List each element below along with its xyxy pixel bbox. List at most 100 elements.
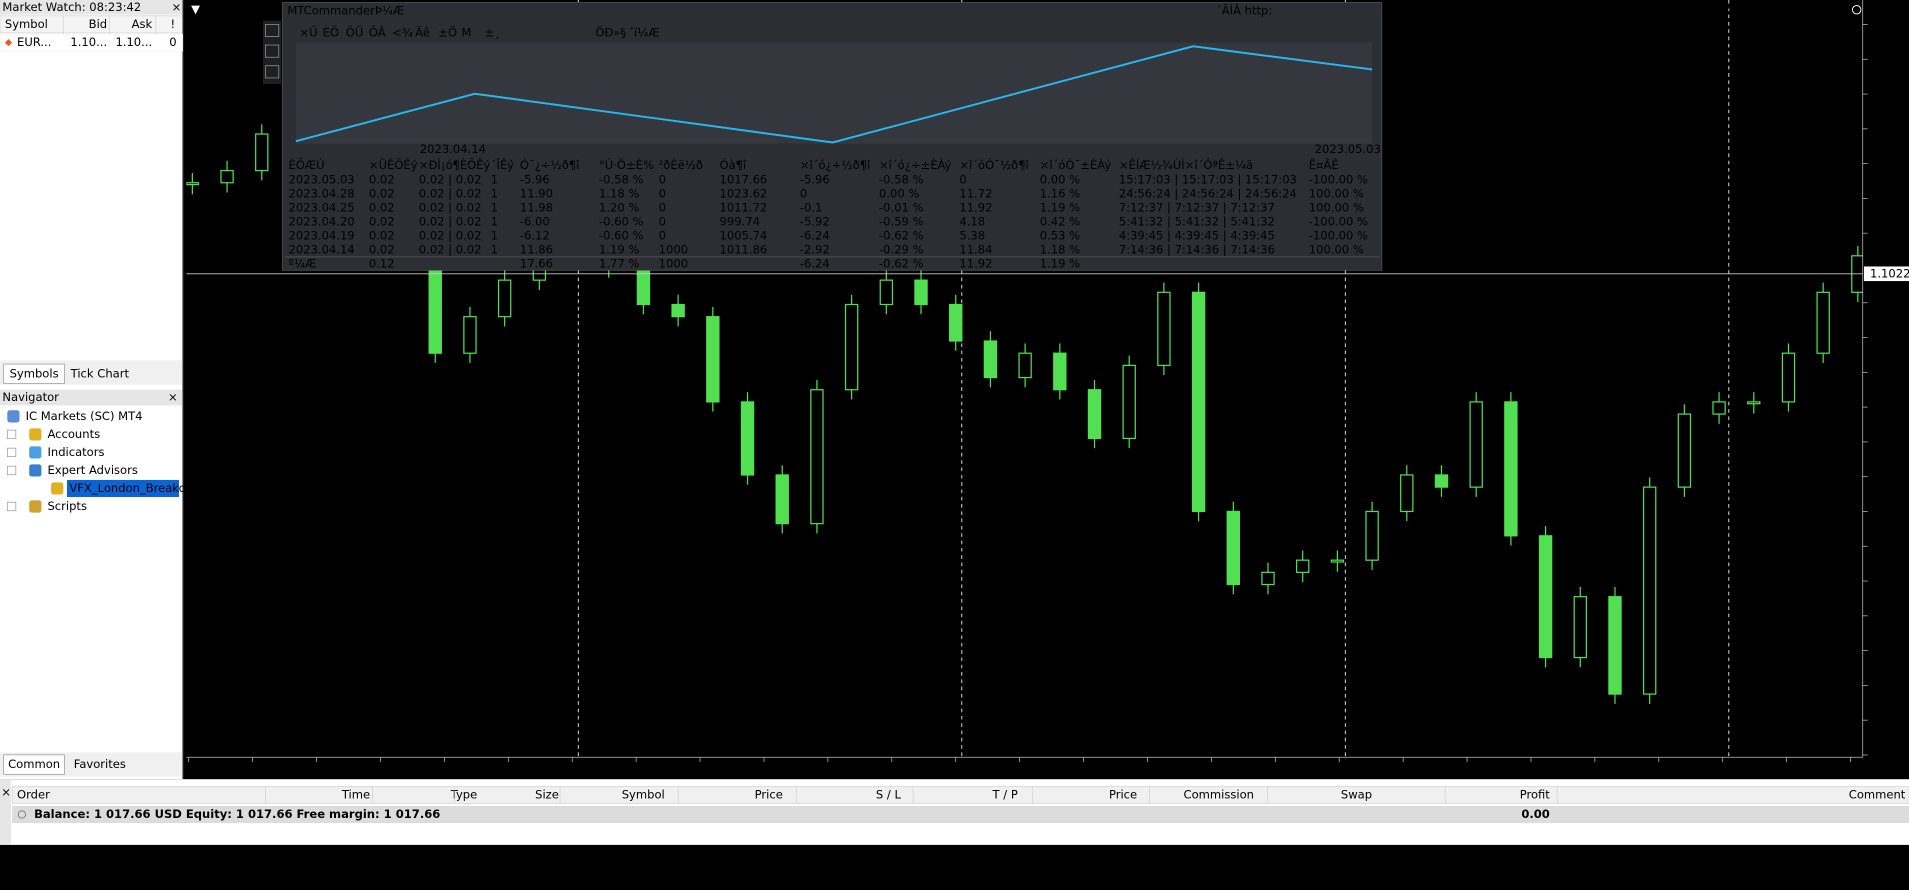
table-header: ×î´ó¿÷±ÈÀý — [879, 157, 952, 172]
time-label: 2 May 04:00 — [1403, 761, 1475, 775]
terminal-column[interactable]: Symbol — [622, 788, 665, 802]
tree-item[interactable]: Indicators — [47, 445, 104, 459]
table-cell: -0.01 % — [879, 201, 924, 215]
tree-item[interactable]: VFX_London_Breakou — [69, 481, 193, 495]
table-cell: 0.53 % — [1040, 229, 1080, 243]
terminal-column[interactable]: T / P — [992, 788, 1018, 802]
terminal-column[interactable]: Profit — [1520, 788, 1551, 802]
side-button[interactable] — [265, 44, 280, 58]
table-cell: 0.02 | 0.02 — [419, 215, 482, 229]
table-cell: 0.02 — [369, 187, 395, 201]
price-label: 1.09815 — [1870, 504, 1909, 518]
current-price-label: 1.10225 — [1870, 266, 1909, 280]
terminal-column[interactable]: S / L — [876, 788, 902, 802]
balance-text: Balance: 1 017.66 USD Equity: 1 017.66 F… — [34, 807, 440, 821]
terminal-column[interactable]: Order — [17, 788, 50, 802]
table-header: Ê¤ÂÊ — [1309, 157, 1339, 172]
table-cell: 1.77 % — [599, 257, 639, 271]
market-watch-title: Market Watch: 08:23:42 — [2, 0, 141, 14]
toolbar-button[interactable]: ´ï¼Æ — [628, 25, 659, 39]
toolbar-button[interactable]: ÖÜ — [346, 23, 364, 39]
time-label: 1 May 16:00 — [1211, 761, 1283, 775]
toolbar-button[interactable]: ÔÂ — [369, 24, 386, 39]
tree-item[interactable]: Expert Advisors — [47, 463, 137, 477]
table-cell: 100.00 % — [1309, 201, 1364, 215]
close-button[interactable]: × — [172, 0, 182, 14]
tree-item[interactable]: IC Markets (SC) MT4 — [26, 409, 143, 423]
table-cell: 1 — [491, 243, 498, 257]
tab[interactable]: Common — [8, 757, 60, 771]
terminal-column[interactable]: Time — [341, 788, 370, 802]
table-cell: 7:14:36 | 7:14:36 | 7:14:36 — [1119, 243, 1275, 257]
table-cell: 1.19 % — [599, 243, 639, 257]
symbol-row[interactable] — [0, 33, 183, 52]
close-button[interactable]: × — [1, 785, 11, 799]
tab[interactable]: Symbols — [10, 366, 59, 380]
tree-item[interactable]: Scripts — [47, 499, 87, 513]
table-cell: 11.90 — [520, 187, 553, 201]
navigator-title: Navigator — [2, 390, 59, 404]
tab[interactable]: Favorites — [74, 757, 126, 771]
table-cell: 17.66 — [520, 257, 553, 271]
time-label: 2 May 20:00 — [1659, 761, 1731, 775]
toolbar-button[interactable]: M — [461, 25, 471, 39]
candle-body — [1157, 291, 1171, 366]
expand-box[interactable] — [6, 465, 17, 476]
terminal-column[interactable]: Swap — [1341, 788, 1372, 802]
equity-plot — [295, 42, 1373, 144]
side-button[interactable] — [265, 65, 280, 79]
time-label: 3 May 08:00 — [1851, 761, 1909, 775]
table-cell: 1023.62 — [720, 187, 768, 201]
expand-box[interactable] — [6, 429, 17, 440]
tab[interactable]: Tick Chart — [70, 366, 130, 380]
terminal-column[interactable]: Commission — [1184, 788, 1254, 802]
table-cell: 0.02 — [369, 215, 395, 229]
terminal-column[interactable]: Type — [450, 788, 478, 802]
expand-box[interactable] — [6, 447, 17, 458]
table-cell: 1.18 % — [1040, 243, 1080, 257]
toolbar-button[interactable]: ±Ö — [438, 23, 457, 39]
table-cell: 2023.04.19 — [289, 229, 355, 243]
time-label: 27 Apr 2023 — [189, 761, 260, 775]
terminal-column[interactable]: Price — [755, 788, 783, 802]
expand-box[interactable] — [6, 501, 17, 512]
candle-body — [879, 279, 894, 306]
table-cell: -2.92 — [800, 243, 830, 257]
terminal-column[interactable]: Comment — [1849, 788, 1906, 802]
price-label: 1.09875 — [1870, 469, 1909, 483]
terminal-column[interactable]: Size — [535, 788, 559, 802]
time-label: 28 Apr 00:00 — [572, 761, 647, 775]
candle-body — [1434, 474, 1449, 488]
toolbar-button[interactable]: ×Ü — [299, 23, 317, 39]
time-label: 1 May 04:00 — [1020, 761, 1092, 775]
time-label: 1 May 12:00 — [1147, 761, 1219, 775]
terminal-column[interactable]: Price — [1109, 788, 1137, 802]
toolbar-button[interactable]: ÖÐ»§ — [595, 23, 626, 39]
price-label: 1.09995 — [1870, 400, 1909, 414]
terminal-header — [11, 786, 1909, 804]
candle-body — [1122, 364, 1136, 440]
toolbar-button[interactable]: ÈÕ — [323, 24, 339, 39]
table-cell: -5.96 — [800, 173, 830, 187]
panel-link[interactable]: ´ÂÌÂ http: — [1216, 2, 1272, 17]
toolbar-button[interactable]: <¾ — [392, 25, 413, 39]
price-label: 1.09635 — [1870, 608, 1909, 622]
expert-name: VFX_London_Breakout — [1722, 2, 1851, 16]
table-cell: 1.20 % — [599, 201, 639, 215]
balance-icon — [17, 810, 26, 819]
toolbar-button[interactable]: ±¸ — [485, 25, 500, 39]
table-cell: -6.24 — [800, 229, 830, 243]
time-label: 27 Apr 12:00 — [380, 761, 455, 775]
menu-arrow[interactable]: ▼ — [191, 2, 200, 16]
side-button[interactable] — [265, 23, 280, 37]
tree-item[interactable]: Accounts — [47, 427, 100, 441]
toolbar-button[interactable]: Äê — [415, 24, 430, 39]
candle-body — [1712, 401, 1726, 415]
candle-body — [1261, 571, 1275, 586]
table-header: ²ðÈë½ð — [659, 157, 703, 172]
table-cell: -0.58 % — [879, 173, 924, 187]
table-cell: 1.18 % — [599, 187, 639, 201]
candle-body — [914, 279, 928, 306]
candle-body — [186, 182, 200, 186]
close-button[interactable]: × — [168, 390, 178, 404]
